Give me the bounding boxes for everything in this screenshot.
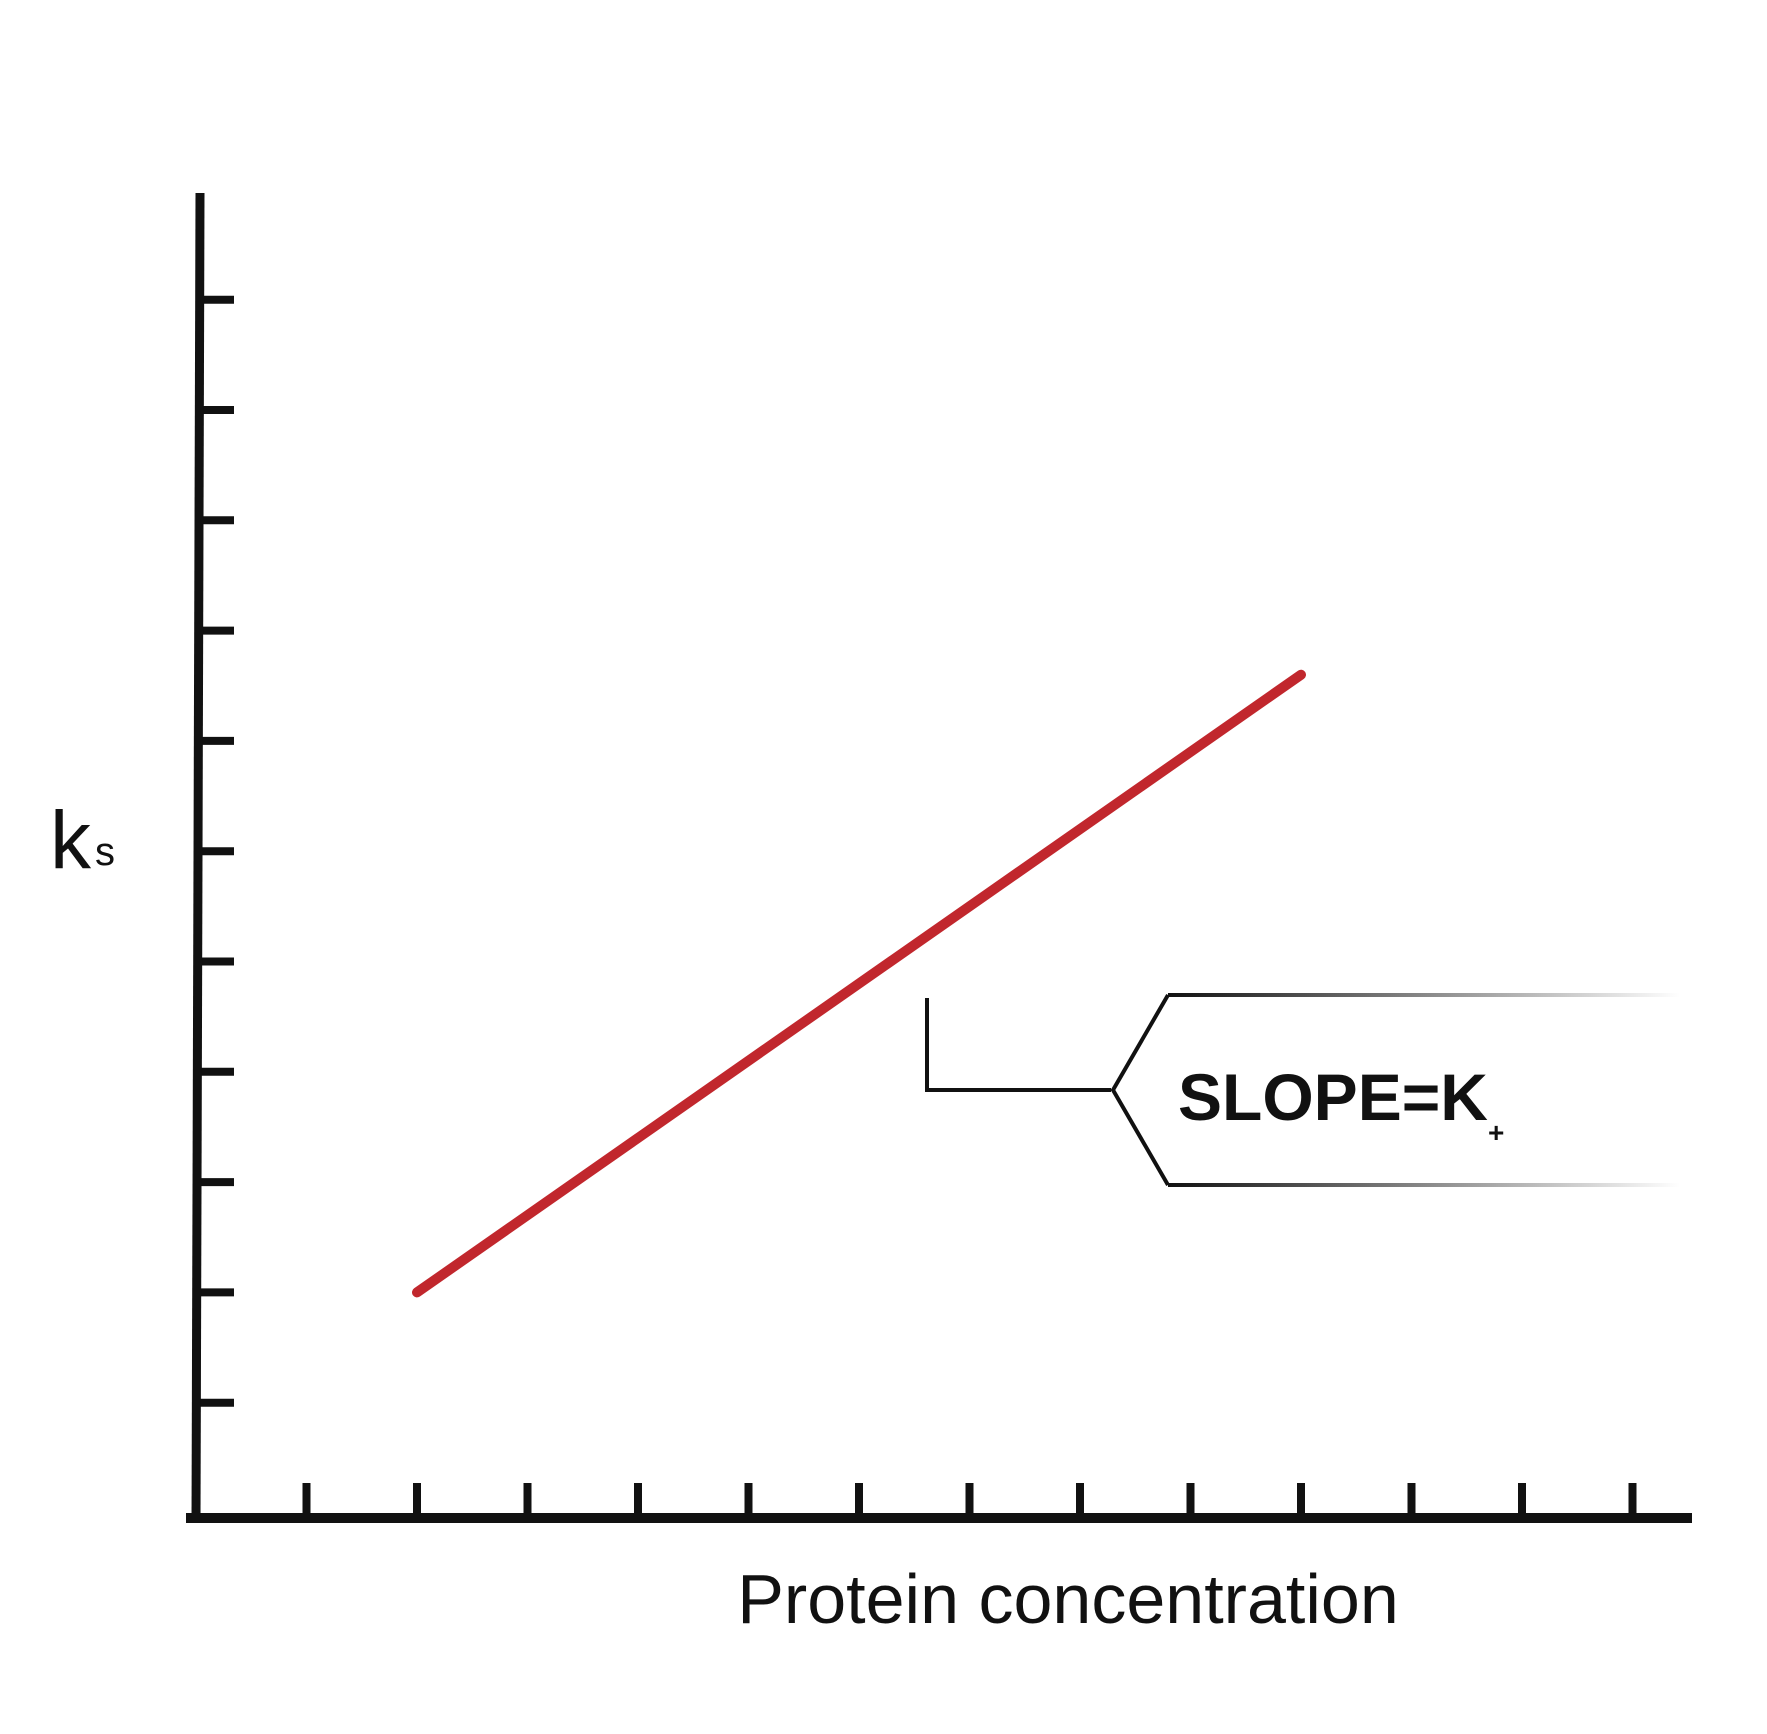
- series-layer: [412, 669, 1306, 1298]
- y-axis-label-subscript: s: [95, 830, 115, 874]
- callout-label: SLOPE=K: [1178, 1060, 1488, 1134]
- svg-text:ks: ks: [50, 795, 115, 886]
- svg-text:SLOPE=K+: SLOPE=K+: [1178, 1060, 1504, 1148]
- callout-bottom-line: [1168, 1183, 1680, 1187]
- callout-label-subscript: +: [1488, 1117, 1504, 1148]
- x-axis-label: Protein concentration: [737, 1560, 1399, 1638]
- x-axis-ticks: [302, 1483, 1637, 1518]
- y-axis-label: k: [50, 795, 92, 886]
- series-line-1: [412, 669, 1306, 1298]
- callout-arrow-edge: [1110, 993, 1170, 1187]
- y-axis-line: [191, 192, 205, 1523]
- slope-callout: SLOPE=K+: [925, 993, 1680, 1187]
- callout-bracket: [925, 998, 1111, 1092]
- callout-top-line: [1168, 993, 1680, 997]
